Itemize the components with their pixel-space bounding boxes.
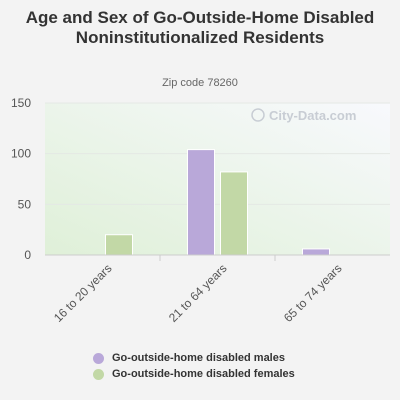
legend: Go-outside-home disabled males Go-outside…: [93, 350, 295, 382]
y-tick-label: 150: [11, 96, 31, 110]
x-tick-label: 65 to 74 years: [281, 261, 345, 325]
legend-swatch: [93, 368, 104, 380]
x-tick-label: 16 to 20 years: [51, 261, 115, 325]
legend-label: Go-outside-home disabled males: [112, 352, 285, 364]
chart-title: Age and Sex of Go-Outside-Home Disabled …: [25, 8, 375, 47]
y-tick-label: 100: [11, 147, 31, 161]
legend-label: Go-outside-home disabled females: [112, 368, 295, 380]
plot-area: [45, 103, 390, 255]
bar-males-1[interactable]: [187, 149, 215, 256]
bar-females-1[interactable]: [220, 171, 248, 256]
watermark-text: City-Data.com: [269, 108, 356, 123]
legend-item[interactable]: Go-outside-home disabled males: [93, 350, 295, 366]
chart-subtitle: Zip code 78260: [162, 77, 238, 89]
watermark: City-Data.com: [251, 108, 356, 123]
legend-swatch: [93, 352, 104, 364]
x-tick-label: 21 to 64 years: [166, 261, 230, 325]
y-tick-label: 50: [18, 197, 32, 211]
bar-females-0[interactable]: [105, 234, 133, 256]
legend-item[interactable]: Go-outside-home disabled females: [93, 366, 295, 382]
bar-males-2[interactable]: [302, 248, 330, 256]
y-tick-label: 0: [24, 248, 31, 262]
